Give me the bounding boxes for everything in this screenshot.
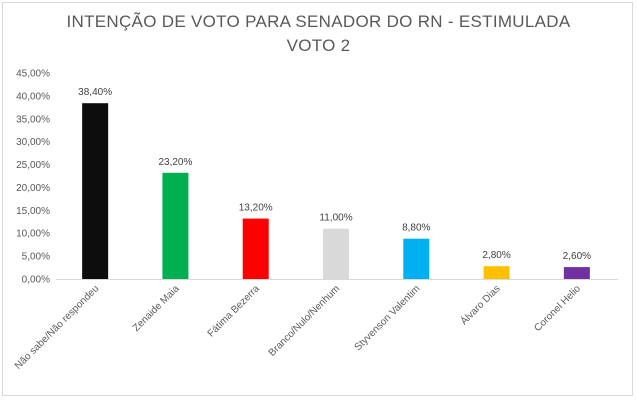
chart-title-line-2: VOTO 2 xyxy=(286,36,351,55)
x-tick-label: Fátima Bezerra xyxy=(206,283,262,339)
x-tick-label: Álvaro Dias xyxy=(457,282,502,327)
bar xyxy=(82,103,109,279)
y-tick-label: 30,00% xyxy=(16,137,50,148)
y-tick-label: 45,00% xyxy=(16,69,50,80)
data-labels: 38,40% 23,20% 13,20% 11,00% 8,80% 2,80% 2,60% xyxy=(78,87,591,262)
bar xyxy=(162,172,189,279)
y-tick-label: 15,00% xyxy=(16,206,50,217)
bar xyxy=(563,267,590,279)
y-tick-label: 40,00% xyxy=(16,91,50,102)
bar xyxy=(323,228,349,279)
x-tick-label: Zenaide Maia xyxy=(131,283,182,334)
y-tick-label: 0,00% xyxy=(22,275,50,286)
x-axis-labels: Não sabe/Não respondeu Zenaide Maia Fátima… xyxy=(13,282,583,372)
x-tick-label: Coronel Helio xyxy=(532,283,583,334)
bar xyxy=(483,266,510,279)
data-label: 13,20% xyxy=(239,203,273,214)
y-tick-label: 20,00% xyxy=(16,183,50,194)
data-label: 2,60% xyxy=(563,251,591,262)
data-label: 8,80% xyxy=(402,223,430,234)
y-tick-label: 35,00% xyxy=(16,114,50,125)
chart-title-line-1: INTENÇÃO DE VOTO PARA SENADOR DO RN - ES… xyxy=(66,12,571,31)
data-label: 38,40% xyxy=(78,87,112,98)
x-tick-label: Styvenson Valentim xyxy=(353,283,423,353)
data-label: 2,80% xyxy=(482,250,510,261)
y-tick-label: 10,00% xyxy=(16,229,50,240)
bar xyxy=(403,238,430,279)
x-tick-label: Não sabe/Não respondeu xyxy=(13,283,101,371)
bars xyxy=(82,103,590,279)
bar xyxy=(242,218,269,279)
data-label: 11,00% xyxy=(319,213,352,224)
y-tick-label: 5,00% xyxy=(22,252,50,263)
x-tick-label: Branco/Nulo/Nenhum xyxy=(267,283,342,358)
y-axis: 0,00% 5,00% 10,00% 15,00% 20,00% 25,00% 30,00%… xyxy=(16,69,618,286)
data-label: 23,20% xyxy=(158,157,192,168)
y-tick-label: 25,00% xyxy=(16,160,50,171)
